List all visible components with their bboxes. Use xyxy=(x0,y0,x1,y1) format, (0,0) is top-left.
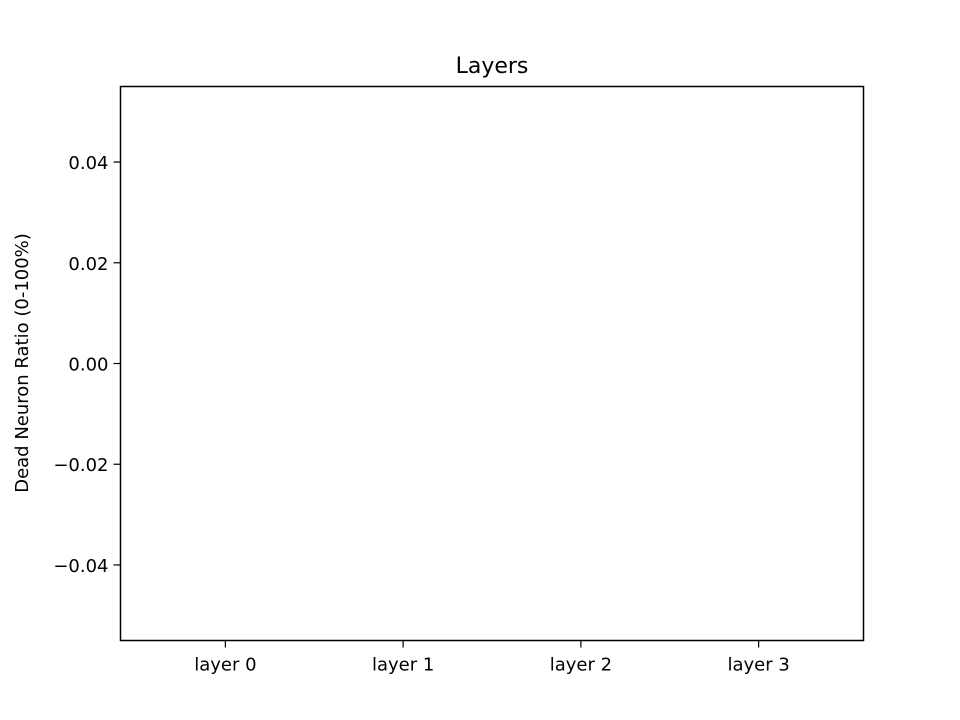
chart-title: Layers xyxy=(456,54,529,79)
x-tick-label: layer 2 xyxy=(550,655,612,676)
y-axis-label: Dead Neuron Ratio (0-100%) xyxy=(12,233,33,493)
x-tick-label: layer 3 xyxy=(727,655,789,676)
y-tick-label: −0.02 xyxy=(53,455,108,476)
y-axis-ticks: 0.04 0.02 0.00 −0.02 −0.04 xyxy=(53,153,121,577)
y-tick-label: 0.02 xyxy=(68,254,108,275)
y-tick-label: 0.00 xyxy=(68,355,108,376)
x-tick-label: layer 0 xyxy=(194,655,256,676)
x-axis-ticks: layer 0 layer 1 layer 2 layer 3 xyxy=(194,640,790,676)
y-tick-label: −0.04 xyxy=(53,556,108,577)
x-tick-label: layer 1 xyxy=(372,655,434,676)
plot-frame xyxy=(119,85,865,642)
y-tick-label: 0.04 xyxy=(68,153,108,174)
